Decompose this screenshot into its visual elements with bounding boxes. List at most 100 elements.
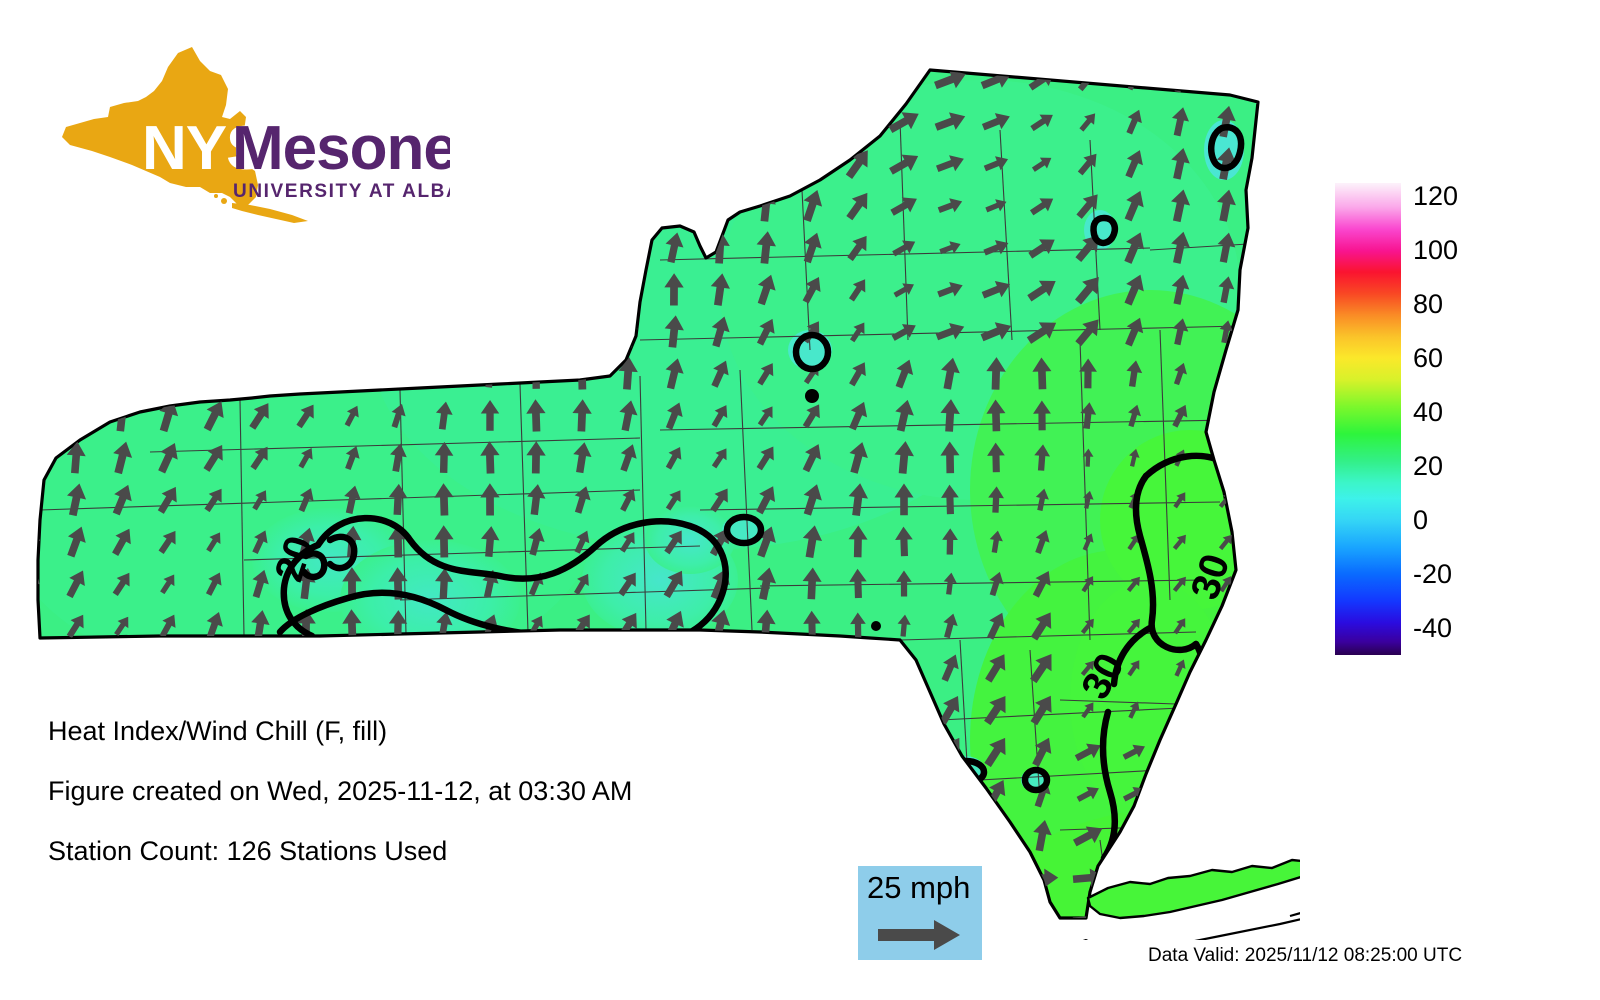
colorbar-gradient — [1335, 183, 1401, 655]
wind-arrow — [1261, 318, 1283, 345]
wind-arrow — [114, 616, 129, 637]
wind-arrow — [618, 70, 638, 95]
wind-arrow — [986, 399, 1006, 432]
wind-arrow — [38, 483, 40, 516]
wind-arrow — [897, 614, 911, 637]
wind-arrow — [296, 231, 316, 264]
wind-arrow — [757, 652, 775, 683]
wind-arrow — [1259, 188, 1286, 222]
wind-arrow — [1212, 743, 1239, 760]
wind-arrow — [895, 696, 913, 725]
wind-arrow — [342, 231, 362, 264]
wind-arrow — [1264, 573, 1281, 594]
wind-arrow — [1172, 576, 1186, 593]
logo-state-shape — [62, 47, 308, 223]
wind-arrow — [434, 568, 454, 599]
wind-arrow — [204, 70, 224, 95]
wind-arrow — [295, 361, 315, 388]
wind-arrow — [890, 197, 917, 216]
wind-arrow — [987, 442, 1005, 473]
colorbar-tick-120: 120 — [1413, 181, 1459, 212]
wind-arrow — [1219, 320, 1234, 344]
wind-arrow — [527, 317, 545, 346]
wind-arrow — [618, 572, 636, 597]
wind-arrow — [895, 399, 914, 432]
wind-arrow — [847, 235, 867, 262]
wind-arrow — [619, 532, 635, 553]
wind-arrow — [1124, 190, 1144, 222]
wind-arrow — [1028, 239, 1055, 259]
wind-arrow — [1072, 826, 1103, 847]
wind-arrow — [344, 108, 360, 135]
logo-text-university: UNIVERSITY AT ALBANY — [233, 181, 450, 202]
wind-arrow — [160, 276, 176, 303]
wind-arrow — [985, 654, 1006, 683]
wind-arrow — [113, 441, 133, 475]
wind-arrow — [566, 910, 599, 918]
wind-arrow — [522, 154, 549, 176]
wind-arrow — [713, 70, 727, 92]
wind-arrow — [802, 404, 820, 429]
wind-arrow — [849, 568, 867, 599]
station-markers — [805, 389, 881, 631]
wind-arrow — [295, 317, 316, 348]
wind-arrow — [342, 609, 362, 642]
wind-arrow — [894, 441, 914, 474]
wind-arrow — [665, 651, 685, 685]
wind-arrow — [1217, 232, 1236, 263]
wind-arrow — [1171, 147, 1190, 180]
wind-arrow — [1026, 910, 1059, 918]
wind-arrow — [711, 316, 730, 348]
wind-arrow — [436, 611, 453, 640]
wind-arrow — [757, 274, 776, 306]
wind-arrow — [1215, 403, 1235, 429]
wind-arrow — [253, 109, 268, 135]
wind-arrow — [343, 148, 361, 179]
wind-arrow — [205, 235, 222, 261]
wind-arrow — [704, 910, 737, 918]
wind-arrow — [1080, 660, 1094, 677]
wind-arrow — [984, 695, 1006, 726]
wind-arrow — [1124, 232, 1144, 264]
wind-arrow — [341, 319, 361, 346]
wind-arrow — [941, 357, 960, 390]
wind-legend-label: 25 mph — [867, 870, 971, 905]
wind-arrow — [1171, 189, 1191, 223]
wind-arrow — [980, 868, 1013, 888]
wind-arrow — [480, 483, 500, 516]
wind-arrow — [1125, 150, 1143, 179]
wind-arrow — [848, 483, 869, 516]
wind-arrow — [206, 612, 223, 641]
wind-arrow — [389, 107, 408, 137]
wind-arrow — [38, 150, 41, 179]
wind-arrow — [1173, 362, 1187, 386]
wind-arrow — [1027, 280, 1056, 302]
wind-arrow — [1076, 194, 1098, 219]
wind-arrow — [107, 111, 136, 135]
wind-arrow — [345, 446, 360, 471]
wind-arrow — [1035, 530, 1050, 555]
wind-arrow — [1262, 447, 1282, 468]
wind-arrow — [432, 70, 454, 94]
wind-arrow — [60, 910, 93, 918]
wind-arrow — [435, 401, 453, 430]
wind-arrow — [298, 527, 315, 556]
wind-arrow — [521, 70, 550, 93]
wind-arrow — [1083, 490, 1094, 509]
wind-arrow — [943, 572, 957, 595]
colorbar-tick--20: -20 — [1413, 559, 1453, 590]
wind-arrow — [252, 70, 269, 95]
wind-arrow — [984, 737, 1006, 768]
wind-arrow — [112, 528, 131, 556]
wind-arrow — [1256, 784, 1258, 803]
colorbar-tick-100: 100 — [1413, 235, 1459, 266]
colorbar-tick-60: 60 — [1413, 343, 1444, 374]
wind-arrow — [1032, 570, 1051, 598]
wind-arrow — [1128, 701, 1140, 719]
wind-arrow — [849, 401, 868, 431]
wind-arrow — [572, 399, 592, 432]
wind-arrow — [17, 653, 43, 683]
wind-arrow — [159, 316, 177, 347]
wind-arrow — [431, 108, 454, 137]
wind-arrow — [61, 111, 89, 135]
